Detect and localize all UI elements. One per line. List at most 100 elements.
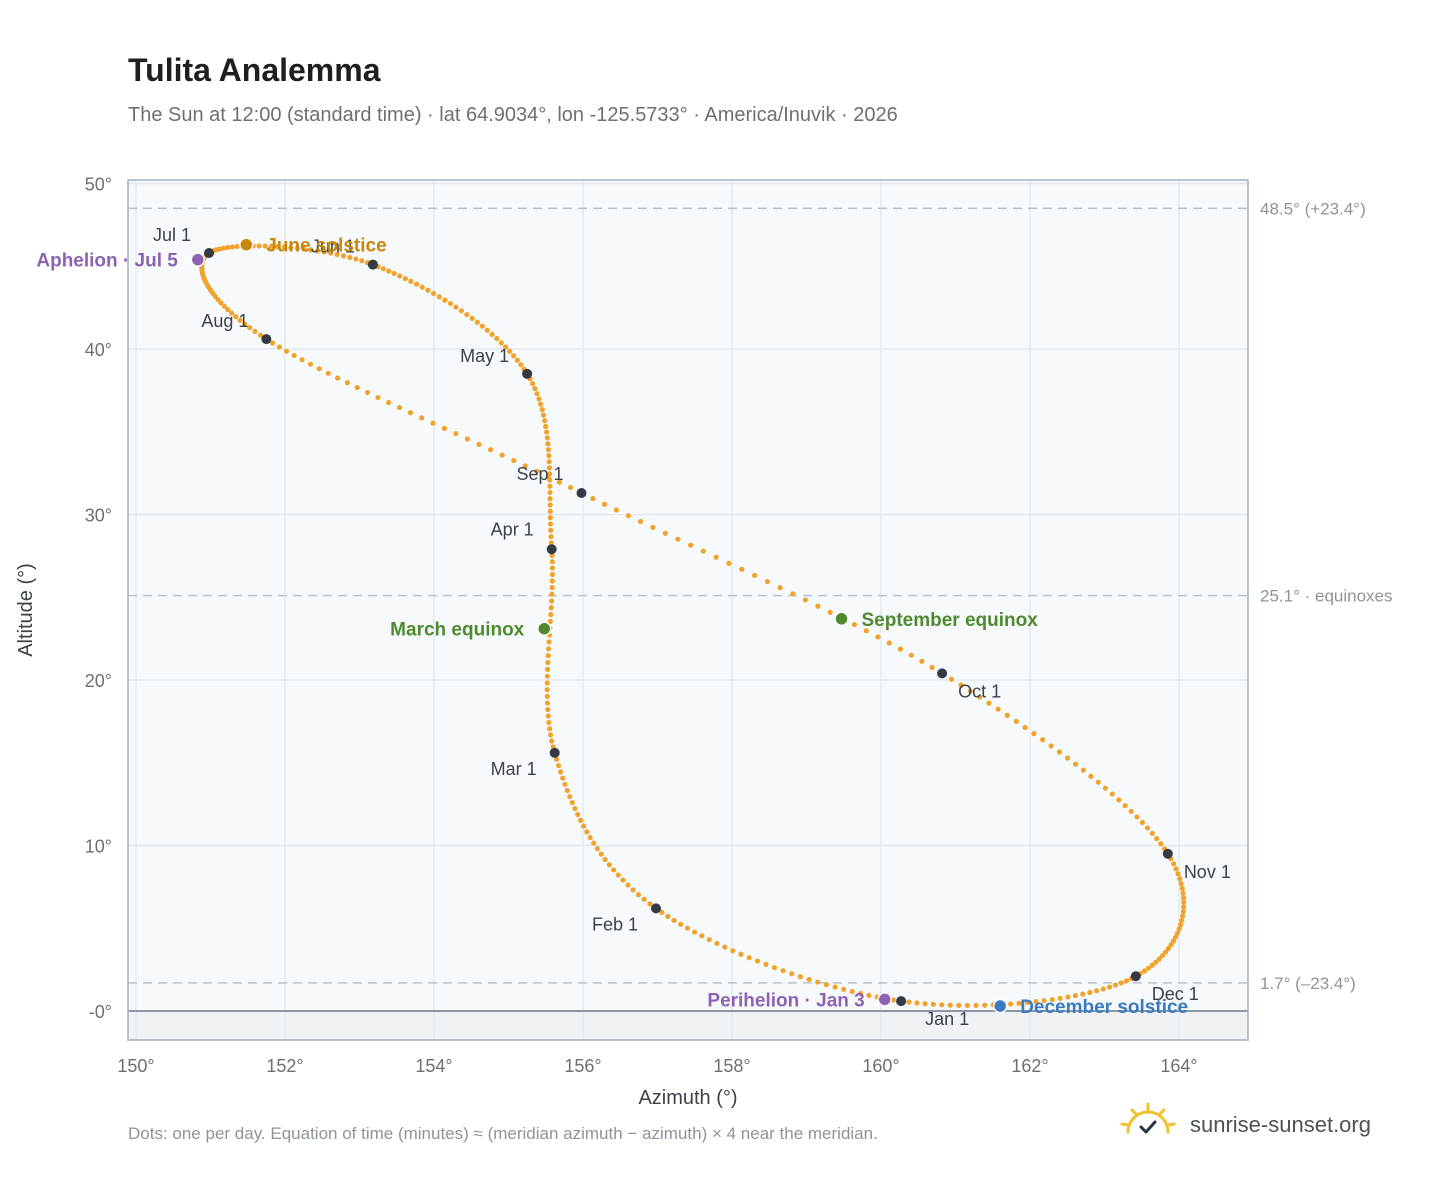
daily-sun-dot xyxy=(487,447,494,453)
daily-sun-dot xyxy=(464,436,471,442)
daily-sun-dot xyxy=(841,986,847,992)
daily-sun-dot xyxy=(353,256,359,262)
month-label: Jun 1 xyxy=(311,237,355,257)
daily-sun-dot xyxy=(270,340,276,346)
daily-sun-dot xyxy=(307,361,314,367)
daily-sun-dot xyxy=(547,515,553,521)
daily-sun-dot xyxy=(641,896,647,902)
daily-sun-dot xyxy=(215,296,221,303)
daily-sun-dot xyxy=(548,732,554,738)
daily-sun-dot xyxy=(849,988,855,995)
daily-sun-dot xyxy=(1179,885,1185,891)
daily-sun-dot xyxy=(1116,797,1122,803)
daily-sun-dot xyxy=(730,948,736,954)
daily-sun-dot xyxy=(536,396,542,402)
daily-sun-dot xyxy=(678,921,684,927)
daily-sun-dot xyxy=(789,971,795,977)
daily-sun-dot xyxy=(739,566,745,572)
month-marker xyxy=(1130,971,1141,982)
daily-sun-dot xyxy=(494,335,500,342)
daily-sun-dot xyxy=(545,447,552,453)
daily-sun-dot xyxy=(328,250,334,256)
x-tick-label: 150° xyxy=(117,1056,154,1076)
daily-sun-dot xyxy=(391,270,397,277)
daily-sun-dot xyxy=(1175,871,1181,877)
x-tick-label: 162° xyxy=(1011,1056,1048,1076)
daily-sun-dot xyxy=(396,404,403,411)
y-tick-label: -0° xyxy=(89,1002,112,1022)
daily-sun-dot xyxy=(1170,938,1177,944)
event-marker xyxy=(190,252,206,267)
daily-sun-dot xyxy=(546,465,553,471)
daily-sun-dot xyxy=(340,253,347,259)
daily-sun-dot xyxy=(567,484,574,491)
daily-sun-dot xyxy=(1176,926,1182,932)
event-marker xyxy=(239,237,254,252)
daily-sun-dot xyxy=(587,834,593,841)
daily-sun-dot xyxy=(947,1002,953,1008)
daily-sun-dot xyxy=(543,429,550,435)
daily-sun-dot xyxy=(549,559,555,565)
daily-sun-dot xyxy=(590,495,596,502)
daily-sun-dot xyxy=(1158,841,1164,847)
daily-sun-dot xyxy=(598,851,604,857)
daily-sun-dot xyxy=(1181,899,1187,906)
footer-note: Dots: one per day. Equation of time (min… xyxy=(128,1124,878,1143)
daily-sun-dot xyxy=(225,307,231,313)
daily-sun-dot xyxy=(675,536,681,542)
event-marker xyxy=(992,998,1008,1014)
daily-sun-dot xyxy=(1162,949,1169,955)
daily-sun-dot xyxy=(754,958,761,964)
daily-sun-dot xyxy=(806,976,812,983)
daily-sun-dot xyxy=(229,310,235,316)
month-label: Apr 1 xyxy=(491,519,534,539)
daily-sun-dot xyxy=(956,1002,962,1008)
daily-sun-dot xyxy=(967,688,973,694)
month-marker xyxy=(367,259,378,270)
daily-sun-dot xyxy=(545,653,551,659)
daily-sun-dot xyxy=(1008,1001,1014,1007)
daily-sun-dot xyxy=(458,308,465,314)
daily-sun-dot xyxy=(549,738,555,744)
daily-sun-dot xyxy=(771,964,778,971)
event-marker xyxy=(537,621,552,636)
daily-sun-dot xyxy=(906,999,912,1005)
daily-sun-dot xyxy=(886,640,892,646)
y-tick-label: 20° xyxy=(85,671,112,691)
daily-sun-dot xyxy=(502,344,509,350)
chart-subtitle: The Sun at 12:00 (standard time) · lat 6… xyxy=(128,104,898,126)
daily-sun-dot xyxy=(555,762,562,769)
daily-sun-dot xyxy=(511,457,517,464)
daily-sun-dot xyxy=(547,483,553,489)
reference-line-label: 25.1° · equinoxes xyxy=(1260,587,1393,606)
daily-sun-dot xyxy=(344,380,350,386)
daily-sun-dot xyxy=(489,331,495,337)
daily-sun-dot xyxy=(522,463,528,469)
daily-sun-dot xyxy=(1141,968,1147,974)
daily-sun-dot xyxy=(929,664,935,670)
daily-sun-dot xyxy=(1016,1000,1022,1006)
daily-sun-dot xyxy=(914,1000,920,1006)
month-marker xyxy=(937,668,948,679)
daily-sun-dot xyxy=(321,249,327,255)
daily-sun-dot xyxy=(1004,712,1010,718)
daily-sun-dot xyxy=(542,418,548,424)
daily-sun-dot xyxy=(247,325,253,331)
daily-sun-dot xyxy=(1048,743,1054,749)
daily-sun-dot xyxy=(218,300,224,306)
daily-sun-dot xyxy=(549,571,556,578)
daily-sun-dot xyxy=(802,597,808,603)
daily-sun-dot xyxy=(714,940,720,947)
brand-logo[interactable]: sunrise-sunset.org xyxy=(1118,1100,1398,1150)
daily-sun-dot xyxy=(1165,945,1172,952)
daily-sun-dot xyxy=(790,591,796,597)
daily-sun-dot xyxy=(1149,962,1155,968)
daily-sun-dot xyxy=(1181,904,1187,910)
daily-sun-dot xyxy=(625,882,631,888)
daily-sun-dot xyxy=(325,370,331,376)
daily-sun-dot xyxy=(1128,808,1134,814)
month-label: Feb 1 xyxy=(592,914,638,934)
daily-sun-dot xyxy=(294,245,301,251)
month-marker xyxy=(204,248,215,259)
